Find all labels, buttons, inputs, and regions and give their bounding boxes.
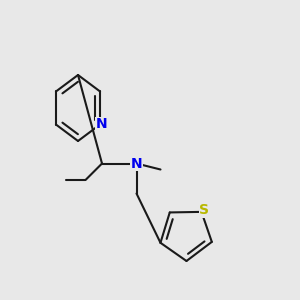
- Text: N: N: [131, 157, 142, 170]
- Text: S: S: [200, 203, 209, 218]
- Text: N: N: [96, 118, 107, 131]
